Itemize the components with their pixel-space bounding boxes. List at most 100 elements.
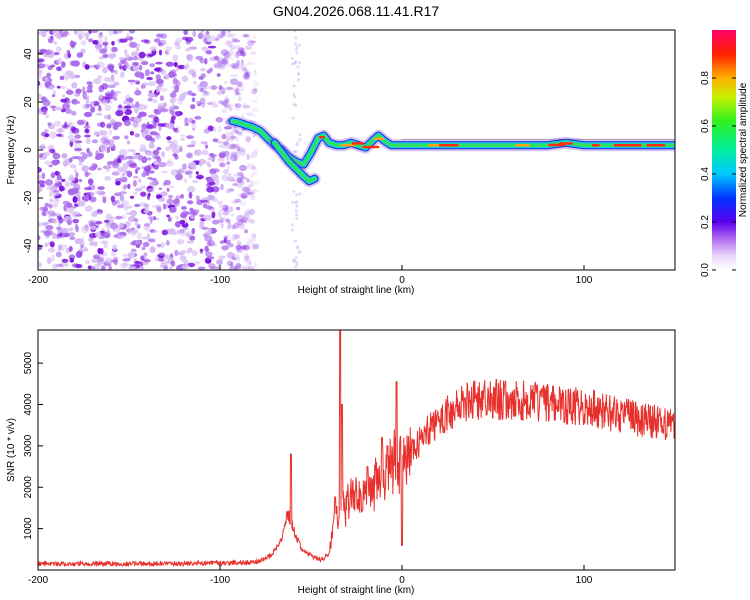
noise-speck [108,216,115,222]
noise-speck [228,173,232,176]
noise-speck [125,155,134,160]
spectrogram-y-tick-label: 40 [23,48,34,60]
noise-speck [82,153,88,160]
noise-speck [138,178,142,183]
noise-speck [45,224,54,231]
noise-speck [188,191,193,199]
noise-speck [106,146,111,153]
noise-speck [294,150,298,154]
noise-speck [65,108,72,114]
noise-speck [99,48,108,54]
noise-speck [236,222,245,229]
noise-speck [241,114,245,120]
noise-speck [156,147,162,151]
noise-speck [108,53,115,60]
noise-speck [56,226,62,231]
noise-speck [222,210,229,216]
noise-speck [73,74,81,79]
noise-speck [209,153,217,158]
noise-speck [110,195,116,202]
noise-speck [98,56,105,60]
noise-speck [119,38,128,43]
snr-x-tick-label: -100 [210,575,230,586]
noise-speck [253,171,258,175]
noise-speck [215,117,224,123]
noise-speck [211,186,220,193]
noise-speck [38,31,43,35]
noise-speck [221,108,228,114]
noise-speck [168,185,176,189]
noise-speck [126,140,131,145]
noise-speck [119,191,127,195]
figure-title: GN04.2026.068.11.41.R17 [273,3,440,19]
noise-speck [293,30,297,33]
snr-x-tick-label: 100 [576,575,593,586]
colorbar-tick-label: 0.2 [700,215,711,229]
noise-speck [182,163,187,170]
noise-speck [115,180,121,186]
noise-speck [225,189,232,194]
noise-speck [218,210,222,218]
noise-speck [236,265,242,270]
noise-speck [294,36,298,40]
noise-speck [252,115,257,118]
noise-speck [199,214,205,218]
noise-speck [237,193,246,198]
noise-speck [101,83,109,90]
noise-speck [38,108,42,113]
noise-speck [107,84,116,89]
noise-speck [195,195,200,201]
noise-speck [172,198,180,204]
noise-speck [229,213,235,217]
noise-speck [291,259,295,263]
noise-speck [218,255,225,260]
noise-speck [149,63,156,68]
noise-speck [123,184,128,189]
noise-speck [38,80,41,86]
noise-speck [102,99,107,106]
noise-speck [188,173,193,179]
noise-speck [169,92,177,99]
noise-speck [149,141,154,146]
noise-speck [293,95,297,99]
noise-speck [78,178,83,183]
noise-speck [250,188,257,194]
noise-speck [248,238,256,243]
noise-speck [95,47,100,52]
noise-speck [75,155,82,160]
noise-speck [247,40,255,46]
noise-speck [122,253,130,258]
noise-speck [138,64,143,71]
noise-speck [84,103,89,109]
noise-speck [90,225,98,231]
noise-speck [148,238,156,243]
noise-speck [99,94,103,100]
noise-speck [44,160,52,165]
noise-speck [51,204,58,208]
noise-speck [239,49,244,56]
noise-speck [99,31,103,36]
noise-speck [241,186,248,194]
noise-speck [240,246,244,250]
noise-speck [71,127,80,134]
colorbar-tick-label: 0.6 [700,119,711,133]
noise-speck [243,252,249,260]
noise-speck [239,223,245,231]
noise-speck [122,162,130,169]
noise-speck [51,213,58,217]
noise-speck [133,218,138,221]
noise-speck [156,206,162,213]
noise-speck [250,173,255,178]
noise-speck [200,67,206,72]
noise-speck [294,47,298,51]
noise-speck [59,232,63,237]
noise-speck [236,183,243,189]
noise-speck [98,211,102,215]
noise-speck [125,53,130,60]
noise-speck [237,171,244,177]
noise-speck [188,117,194,124]
noise-speck [174,221,181,228]
noise-speck [236,60,240,66]
noise-speck [203,214,212,221]
noise-speck [173,200,180,207]
